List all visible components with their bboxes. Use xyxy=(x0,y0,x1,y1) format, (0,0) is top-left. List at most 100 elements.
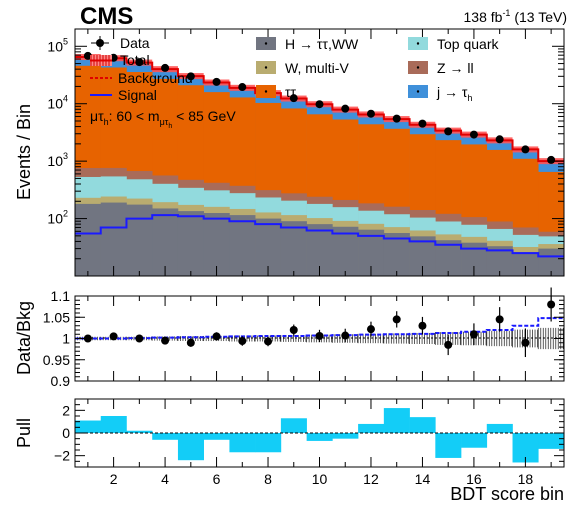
pull-y-ticks: −2 0 2 xyxy=(54,398,564,468)
pull-bars xyxy=(75,408,565,463)
x-tick-label: 4 xyxy=(161,471,169,487)
data-point xyxy=(135,58,144,67)
legend-data: Data xyxy=(91,35,150,51)
ratio-point xyxy=(83,334,92,343)
main-y-ticks: 102103104105106107 xyxy=(47,28,564,260)
legend-swatch-dot xyxy=(416,66,420,69)
y-tick-label: 103 xyxy=(47,151,68,169)
ratio-point xyxy=(186,338,195,347)
legend-signal: Signal xyxy=(90,87,157,103)
pull-bar xyxy=(177,433,204,461)
data-point xyxy=(289,94,298,103)
legend-background: Background xyxy=(90,70,193,86)
experiment-label: CMS xyxy=(80,3,133,30)
pull-tick-label: 0 xyxy=(62,425,70,441)
pull-panel: −2 0 2 2 4 6 8 10 12 14 16 18 Pull xyxy=(14,398,565,487)
data-point xyxy=(495,135,504,144)
signal-line xyxy=(75,214,564,258)
stack-bar xyxy=(229,215,256,276)
ratio-point xyxy=(495,315,504,324)
main-y-axis-label: Events / Bin xyxy=(14,104,34,200)
legend-background-label: Background xyxy=(118,70,193,86)
legend-swatch-dot xyxy=(264,42,268,45)
stacked-histogram xyxy=(75,57,565,277)
data-point xyxy=(366,109,375,118)
category-annotation: μτh: 60 < mμτh < 85 GeV xyxy=(90,108,236,130)
legend-signal-label: Signal xyxy=(118,87,157,103)
x-tick-label: 18 xyxy=(518,471,534,487)
ratio-y-axis-label: Data/Bkg xyxy=(14,301,34,375)
ratio-tick-label: 0.95 xyxy=(43,352,70,368)
ratio-point xyxy=(366,325,375,334)
pull-bar xyxy=(358,423,385,433)
ratio-tick-label: 1.05 xyxy=(43,309,70,325)
ratio-point xyxy=(289,326,298,334)
pull-bar xyxy=(152,433,179,440)
ratio-y-ticks: 0.9 0.95 1 1.05 1.1 xyxy=(43,288,564,389)
stack-bar xyxy=(152,208,179,276)
main-panel: 102103104105106107 Events / Bin Data Tot… xyxy=(14,28,565,277)
stack-bar xyxy=(435,240,462,276)
legend-stack-label: W, multi-V xyxy=(285,60,349,76)
ratio-point xyxy=(161,336,170,345)
legend-swatch-dot xyxy=(416,42,420,45)
pull-tick-label: −2 xyxy=(54,448,70,464)
stack-bar xyxy=(177,211,204,276)
data-point xyxy=(547,155,556,164)
data-point xyxy=(444,127,453,136)
pull-bar xyxy=(229,433,256,453)
legend-swatch-dot xyxy=(416,90,420,93)
ratio-point xyxy=(315,331,324,340)
pull-bar xyxy=(75,420,102,433)
data-point xyxy=(83,51,92,60)
x-axis-label: BDT score bin xyxy=(450,484,564,504)
stack-bar xyxy=(126,204,153,276)
data-point xyxy=(469,130,478,139)
legend-stack-label: ττ xyxy=(285,84,297,100)
ratio-tick-label: 1 xyxy=(62,331,70,347)
data-point xyxy=(315,100,324,109)
x-tick-label: 10 xyxy=(312,471,328,487)
data-point xyxy=(392,114,401,123)
pull-bar xyxy=(461,433,488,448)
pull-bar xyxy=(383,408,410,433)
data-point xyxy=(212,77,221,86)
ratio-point xyxy=(521,338,530,347)
pull-bar xyxy=(255,433,282,453)
ratio-point xyxy=(418,321,427,330)
stack-bar xyxy=(383,233,410,276)
ratio-panel: 0.9 0.95 1 1.05 1.1 Data/Bkg xyxy=(14,287,565,389)
data-point xyxy=(238,83,247,92)
data-point xyxy=(418,119,427,128)
pull-bar xyxy=(538,433,565,449)
ratio-point xyxy=(392,315,401,324)
ratio-signal-line xyxy=(75,317,564,340)
y-tick-label: 104 xyxy=(47,94,68,112)
pull-bar xyxy=(306,433,333,441)
x-tick-label: 2 xyxy=(110,471,118,487)
stack-bar xyxy=(512,252,539,276)
legend-total-label: Total xyxy=(120,52,150,68)
data-point xyxy=(341,104,350,113)
ratio-point xyxy=(135,334,144,343)
legend-stack-label: Top quark xyxy=(437,36,499,52)
luminosity-label: 138 fb-1 (13 TeV) xyxy=(464,8,568,25)
ratio-x-ticks xyxy=(87,296,552,381)
pull-bar xyxy=(100,416,127,433)
ratio-point xyxy=(264,337,273,346)
stack-bar xyxy=(280,221,307,276)
legend: Data Total Background Signal H → ττ,WW W,… xyxy=(90,35,499,130)
legend-stack-label: j → τh xyxy=(436,84,472,103)
legend-stack-entries: H → ττ,WW W, multi-V ττ Top quark Z → ll j → … xyxy=(256,36,499,103)
main-x-ticks xyxy=(87,29,552,276)
ratio-point xyxy=(469,330,478,339)
ratio-tick-label: 0.9 xyxy=(51,373,71,389)
signal-step xyxy=(75,214,564,258)
y-tick-label: 105 xyxy=(47,36,68,54)
ratio-point xyxy=(212,332,221,341)
legend-total: Total xyxy=(90,52,150,68)
stack-bar xyxy=(203,213,230,276)
pull-bar xyxy=(203,433,230,440)
ratio-point xyxy=(444,340,453,349)
x-tick-label: 8 xyxy=(264,471,272,487)
